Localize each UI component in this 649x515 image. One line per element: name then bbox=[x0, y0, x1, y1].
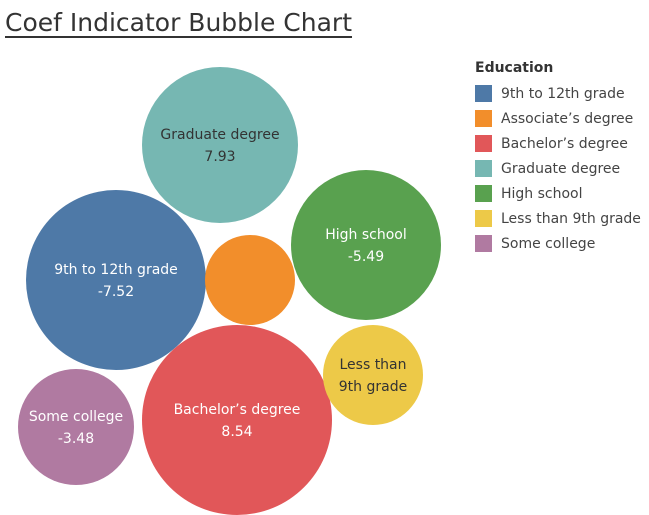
legend-swatch-less-than-9th-grade bbox=[475, 210, 492, 227]
legend-label-graduate-degree: Graduate degree bbox=[501, 160, 621, 177]
legend-label-9th-to-12th-grade: 9th to 12th grade bbox=[501, 85, 625, 102]
bubble-value-high-school: -5.49 bbox=[348, 249, 384, 265]
bubble-circle-associate-s-degree bbox=[205, 235, 295, 325]
legend-swatch-bachelor-s-degree bbox=[475, 135, 492, 152]
legend-swatch-9th-to-12th-grade bbox=[475, 85, 492, 102]
legend-item-associate-s-degree[interactable]: Associate’s degree bbox=[475, 106, 641, 131]
legend-swatch-high-school bbox=[475, 185, 492, 202]
bubble-value-graduate-degree: 7.93 bbox=[204, 149, 235, 165]
legend-swatch-graduate-degree bbox=[475, 160, 492, 177]
legend-label-some-college: Some college bbox=[501, 235, 596, 252]
legend-label-associate-s-degree: Associate’s degree bbox=[501, 110, 634, 127]
bubble-circle-high-school bbox=[291, 170, 441, 320]
legend-label-less-than-9th-grade: Less than 9th grade bbox=[501, 210, 641, 227]
bubble-label-less-than-9th-grade-1: Less than bbox=[339, 357, 406, 373]
legend-label-bachelor-s-degree: Bachelor’s degree bbox=[501, 135, 628, 152]
legend-item-9th-to-12th-grade[interactable]: 9th to 12th grade bbox=[475, 81, 641, 106]
bubble-circle-graduate-degree bbox=[142, 67, 298, 223]
bubble-label-bachelor-s-degree: Bachelor’s degree bbox=[174, 402, 301, 418]
legend: Education 9th to 12th grade Associate’s d… bbox=[475, 60, 641, 256]
legend-item-some-college[interactable]: Some college bbox=[475, 231, 641, 256]
bubble-label-some-college: Some college bbox=[29, 409, 123, 425]
bubble-bachelor-s-degree: Bachelor’s degree 8.54 bbox=[142, 325, 332, 515]
legend-swatch-some-college bbox=[475, 235, 492, 252]
bubble-label-graduate-degree: Graduate degree bbox=[160, 127, 279, 143]
bubble-value-bachelor-s-degree: 8.54 bbox=[221, 424, 252, 440]
legend-item-graduate-degree[interactable]: Graduate degree bbox=[475, 156, 641, 181]
legend-title: Education bbox=[475, 60, 554, 76]
bubble-value-9th-to-12th-grade: -7.52 bbox=[98, 284, 134, 300]
bubble-graduate-degree: Graduate degree 7.93 bbox=[142, 67, 298, 223]
legend-items: 9th to 12th grade Associate’s degree Bache… bbox=[475, 81, 641, 256]
legend-swatch-associate-s-degree bbox=[475, 110, 492, 127]
bubble-circle-bachelor-s-degree bbox=[142, 325, 332, 515]
legend-item-bachelor-s-degree[interactable]: Bachelor’s degree bbox=[475, 131, 641, 156]
legend-item-less-than-9th-grade[interactable]: Less than 9th grade bbox=[475, 206, 641, 231]
bubble-label-9th-to-12th-grade: 9th to 12th grade bbox=[54, 262, 178, 278]
bubble-less-than-9th-grade: Less than 9th grade bbox=[323, 325, 423, 425]
bubble-circle-less-than-9th-grade bbox=[323, 325, 423, 425]
bubble-high-school: High school -5.49 bbox=[291, 170, 441, 320]
bubble-label-less-than-9th-grade-2: 9th grade bbox=[339, 379, 407, 395]
bubble-associate-s-degree bbox=[205, 235, 295, 325]
bubble-circle-9th-to-12th-grade bbox=[26, 190, 206, 370]
bubble-label-high-school: High school bbox=[325, 227, 407, 243]
bubble-9th-to-12th-grade: 9th to 12th grade -7.52 bbox=[26, 190, 206, 370]
bubble-circle-some-college bbox=[18, 369, 134, 485]
bubble-some-college: Some college -3.48 bbox=[18, 369, 134, 485]
bubble-value-some-college: -3.48 bbox=[58, 431, 94, 447]
legend-label-high-school: High school bbox=[501, 185, 583, 202]
chart-title: Coef Indicator Bubble Chart bbox=[5, 8, 353, 37]
legend-item-high-school[interactable]: High school bbox=[475, 181, 641, 206]
